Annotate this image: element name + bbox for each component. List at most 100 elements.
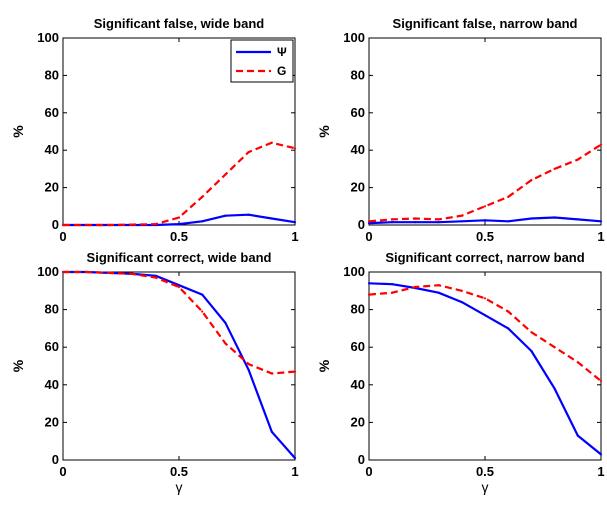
y-tick-label: 100	[343, 30, 365, 45]
y-tick-label: 0	[358, 217, 365, 232]
x-tick-label: 0	[59, 464, 66, 479]
data-point-series-1	[270, 430, 273, 433]
data-point-series-1	[576, 434, 579, 437]
data-point-series-2	[108, 223, 111, 227]
data-point-series-2	[177, 216, 181, 219]
data-point-series-1	[177, 284, 181, 287]
y-tick-label: 20	[351, 414, 365, 429]
data-point-series-2	[530, 179, 533, 182]
x-tick-label: 0.5	[170, 229, 188, 244]
data-point-series-2	[553, 346, 556, 349]
data-point-series-2	[576, 361, 579, 364]
x-tick-label: 1	[291, 464, 298, 479]
data-point-series-1	[224, 214, 227, 217]
data-point-series-2	[530, 331, 533, 334]
x-axis-label: γ	[176, 479, 183, 495]
y-tick-label: 40	[351, 377, 365, 392]
data-point-series-2	[367, 293, 371, 296]
legend: ΨG	[230, 39, 294, 83]
series-line-2	[368, 143, 602, 223]
x-tick-label: 0.5	[476, 464, 494, 479]
data-point-series-2	[247, 151, 250, 154]
series-line-2	[63, 270, 296, 375]
x-tick-label: 0	[365, 229, 372, 244]
data-point-series-1	[437, 291, 440, 294]
x-tick-label: 1	[597, 229, 604, 244]
legend-label-2: G	[277, 64, 286, 78]
data-point-series-2	[85, 270, 88, 274]
y-tick-label: 100	[37, 264, 59, 279]
data-point-series-2	[483, 205, 487, 208]
data-point-series-1	[576, 218, 579, 221]
x-axis-label: γ	[482, 479, 489, 495]
data-point-series-2	[391, 291, 394, 294]
axes-box	[368, 271, 602, 461]
x-tick-label: 1	[597, 464, 604, 479]
data-point-series-2	[414, 217, 417, 220]
data-point-series-1	[293, 221, 297, 224]
y-axis-label: %	[316, 359, 332, 372]
data-point-series-1	[530, 349, 533, 353]
y-tick-label: 20	[45, 180, 59, 195]
x-tick-label: 0	[59, 229, 66, 244]
x-tick-label: 0.5	[476, 229, 494, 244]
y-tick-label: 40	[45, 142, 59, 157]
data-point-series-1	[530, 217, 533, 220]
data-point-series-2	[460, 214, 463, 217]
y-axis-label: %	[10, 125, 26, 138]
y-tick-label: 80	[45, 302, 59, 317]
data-point-series-2	[437, 218, 440, 221]
y-tick-label: 0	[358, 452, 365, 467]
data-point-series-2	[61, 270, 65, 274]
data-point-series-1	[553, 216, 556, 219]
y-tick-label: 80	[351, 302, 365, 317]
y-tick-label: 0	[52, 452, 59, 467]
data-point-series-2	[108, 271, 111, 274]
data-point-series-1	[367, 282, 371, 285]
data-point-series-2	[293, 370, 297, 373]
data-point-series-2	[437, 284, 440, 287]
data-point-series-2	[576, 158, 579, 161]
data-point-series-2	[154, 276, 157, 279]
data-point-series-1	[391, 283, 394, 286]
data-point-series-2	[247, 363, 250, 366]
data-point-series-2	[201, 195, 204, 198]
data-point-series-1	[224, 321, 227, 324]
data-point-series-2	[131, 272, 134, 275]
data-point-series-2	[391, 218, 394, 221]
legend-box	[230, 39, 294, 83]
panel-title: Significant false, narrow band	[393, 16, 578, 31]
y-tick-label: 40	[45, 377, 59, 392]
y-axis-label: %	[10, 359, 26, 372]
data-point-series-1	[599, 220, 603, 223]
data-point-series-1	[437, 221, 440, 224]
y-tick-label: 60	[45, 339, 59, 354]
data-point-series-2	[599, 143, 603, 146]
panel-2: Significant false, narrow band 0 20 40 60 80 1…	[316, 16, 605, 244]
y-tick-label: 60	[45, 105, 59, 120]
data-point-series-1	[460, 301, 463, 304]
data-point-series-1	[553, 387, 556, 390]
data-point-series-2	[507, 195, 510, 198]
data-point-series-2	[293, 147, 297, 150]
data-point-series-2	[270, 141, 273, 144]
data-point-series-1	[177, 223, 181, 226]
data-point-series-1	[460, 220, 463, 223]
panel-3: Significant correct, wide band 0 20 40 60 80 1…	[10, 250, 299, 495]
data-point-series-1	[293, 457, 297, 460]
y-tick-label: 20	[351, 180, 365, 195]
data-point-series-1	[599, 453, 603, 456]
data-point-series-1	[507, 327, 510, 330]
data-point-series-2	[177, 285, 181, 289]
data-point-series-1	[507, 220, 510, 223]
panel-title: Significant false, wide band	[94, 16, 265, 31]
data-point-series-2	[553, 167, 556, 170]
data-point-series-2	[61, 223, 65, 227]
data-point-series-1	[414, 221, 417, 224]
data-point-series-2	[154, 223, 157, 226]
data-point-series-1	[201, 293, 204, 296]
data-point-series-2	[270, 372, 273, 375]
y-axis-label: %	[316, 125, 332, 138]
data-point-series-2	[224, 173, 227, 176]
